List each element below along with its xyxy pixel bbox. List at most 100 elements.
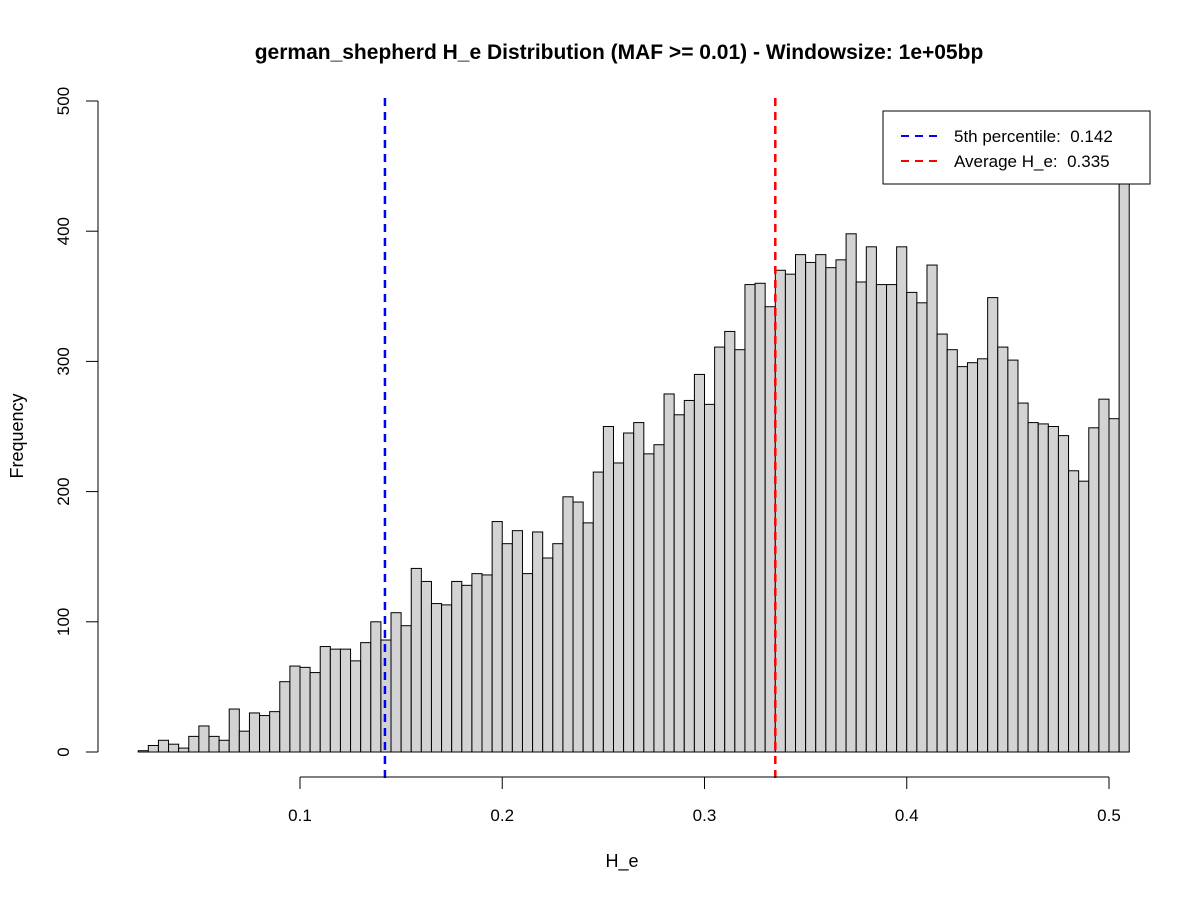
y-tick-label: 400 bbox=[54, 217, 73, 245]
histogram-bar bbox=[714, 346, 726, 753]
histogram-bar bbox=[157, 739, 170, 753]
histogram-bar bbox=[815, 254, 827, 753]
histogram-bar bbox=[441, 604, 453, 753]
histogram-bar bbox=[612, 462, 625, 753]
histogram-bar bbox=[1068, 470, 1080, 753]
histogram-bar bbox=[643, 453, 655, 753]
histogram-bar bbox=[693, 373, 706, 753]
histogram-bar bbox=[977, 358, 989, 753]
chart-title: german_shepherd H_e Distribution (MAF >=… bbox=[255, 41, 984, 64]
legend: 5th percentile: 0.142 Average H_e: 0.335 bbox=[882, 110, 1151, 185]
histogram-bar bbox=[582, 522, 594, 753]
histogram-bar bbox=[542, 557, 554, 753]
histogram-bar bbox=[602, 426, 614, 753]
histogram-bar bbox=[511, 530, 523, 753]
legend-label-average: Average H_e: 0.335 bbox=[954, 152, 1110, 171]
histogram-bar bbox=[805, 261, 817, 753]
histogram-bar bbox=[1027, 422, 1039, 753]
histogram-bar bbox=[400, 625, 412, 753]
histogram-bar bbox=[572, 501, 584, 753]
histogram-bar bbox=[269, 711, 281, 753]
histogram-bar bbox=[592, 471, 604, 753]
histogram-bar bbox=[744, 284, 756, 753]
histogram-bar bbox=[865, 246, 877, 753]
histogram-bar bbox=[754, 282, 766, 753]
histogram-bar bbox=[936, 333, 948, 753]
histogram-bar bbox=[178, 747, 190, 753]
histogram-bar bbox=[168, 743, 180, 753]
legend-label-5th-percentile: 5th percentile: 0.142 bbox=[954, 127, 1113, 146]
histogram-bar bbox=[906, 291, 918, 753]
y-tick-label: 500 bbox=[54, 87, 73, 115]
y-tick-label: 200 bbox=[54, 477, 73, 505]
histogram-bar bbox=[997, 346, 1009, 753]
histogram-bar bbox=[835, 259, 847, 753]
histogram-bar bbox=[208, 735, 220, 753]
histogram-bar bbox=[410, 567, 422, 753]
histogram-bar bbox=[218, 739, 230, 753]
histogram-bar bbox=[724, 330, 736, 753]
x-tick-label: 0.2 bbox=[490, 806, 514, 825]
histogram-bar bbox=[198, 725, 210, 753]
histogram-bar bbox=[481, 574, 493, 753]
histogram-bar bbox=[1098, 398, 1110, 753]
histogram-bar bbox=[532, 531, 544, 753]
histogram-bar bbox=[501, 543, 513, 753]
histogram-bar bbox=[774, 269, 786, 753]
histogram-bar bbox=[896, 246, 908, 753]
histogram-bar bbox=[704, 403, 716, 753]
histogram-bars bbox=[137, 144, 1130, 753]
histogram-bar bbox=[825, 267, 837, 753]
histogram-bar bbox=[451, 580, 463, 753]
reference-lines bbox=[383, 98, 777, 778]
histogram-bar bbox=[653, 444, 665, 753]
histogram-bar bbox=[248, 712, 261, 753]
histogram-bar bbox=[521, 573, 534, 753]
histogram-bar bbox=[795, 254, 807, 753]
x-axis-label: H_e bbox=[605, 851, 638, 872]
histogram-bar bbox=[886, 284, 898, 753]
histogram-bar bbox=[875, 284, 888, 753]
histogram-bar bbox=[1108, 418, 1120, 753]
histogram-bar bbox=[926, 264, 938, 753]
histogram-bar bbox=[491, 521, 503, 753]
y-axis-label: Frequency bbox=[7, 393, 27, 478]
histogram-bar bbox=[1118, 144, 1130, 753]
histogram-bar bbox=[339, 648, 352, 753]
histogram-bar bbox=[663, 393, 675, 753]
histogram-bar bbox=[147, 744, 159, 753]
histogram-bar bbox=[137, 750, 149, 753]
histogram-bar bbox=[350, 660, 362, 753]
histogram-bar bbox=[683, 399, 695, 753]
histogram-bar bbox=[633, 422, 645, 753]
x-tick-label: 0.5 bbox=[1097, 806, 1121, 825]
y-axis: 0 100 200 300 400 500 bbox=[54, 87, 99, 757]
histogram-bar bbox=[1037, 423, 1049, 753]
histogram-bar bbox=[623, 432, 635, 753]
histogram-bar bbox=[279, 681, 291, 753]
histogram-bar bbox=[916, 302, 928, 753]
y-tick-label: 300 bbox=[54, 347, 73, 375]
histogram-bar bbox=[946, 349, 958, 753]
histogram-bar bbox=[1017, 402, 1029, 753]
histogram-bar bbox=[552, 543, 564, 753]
histogram-bar bbox=[289, 665, 301, 753]
histogram-bar bbox=[299, 666, 311, 753]
histogram-bar bbox=[1078, 480, 1090, 753]
x-tick-label: 0.4 bbox=[895, 806, 919, 825]
histogram-bar bbox=[390, 612, 402, 753]
histogram-bar bbox=[461, 584, 473, 753]
histogram-bar bbox=[471, 573, 483, 753]
histogram-bar bbox=[562, 496, 574, 753]
x-tick-label: 0.1 bbox=[288, 806, 312, 825]
histogram-bar bbox=[309, 672, 321, 753]
y-tick-label: 0 bbox=[54, 747, 73, 756]
histogram-bar bbox=[430, 603, 443, 753]
legend-box bbox=[882, 110, 1151, 185]
histogram-bar bbox=[966, 362, 979, 753]
histogram-bar bbox=[238, 730, 250, 753]
histogram-bar bbox=[845, 233, 857, 753]
y-tick-label: 100 bbox=[54, 608, 73, 636]
histogram-bar bbox=[1088, 427, 1100, 753]
